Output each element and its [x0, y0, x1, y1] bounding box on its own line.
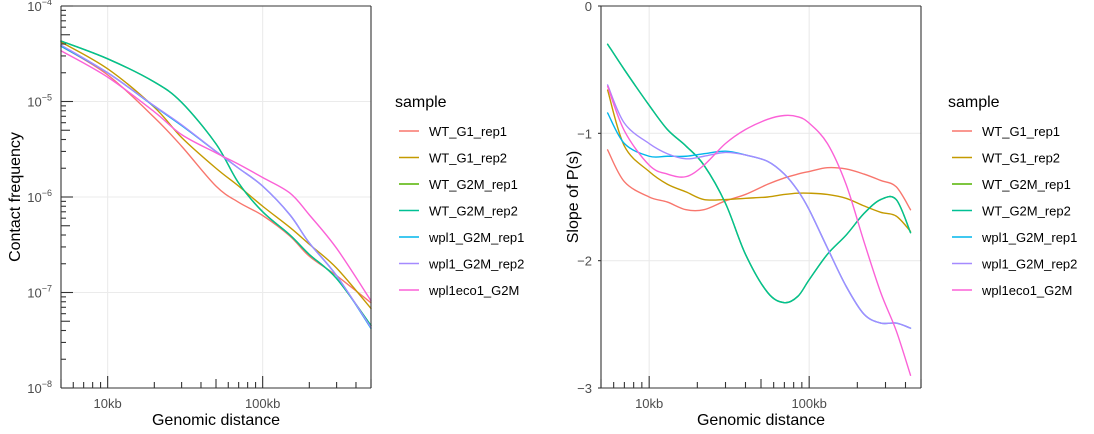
- legend-item: wpl1eco1_G2M: [399, 283, 519, 298]
- right-x-tick-labels: 10kb 100kb: [635, 396, 827, 411]
- legend-label: WT_G2M_rep2: [429, 204, 518, 219]
- y-tick-label: 0: [585, 0, 592, 14]
- series-line-wt-g2m-rep2: [60, 40, 372, 327]
- x-tick-label: 100kb: [791, 396, 826, 411]
- legend-label: wpl1eco1_G2M: [981, 283, 1072, 298]
- right-y-tick-labels: 0 −1 −2 −3: [577, 0, 592, 396]
- legend-item: WT_G1_rep2: [952, 151, 1060, 166]
- y-tick-label: −1: [577, 126, 592, 141]
- legend-item: wpl1eco1_G2M: [952, 283, 1072, 298]
- left-x-tick-labels: 10kb 100kb: [94, 396, 281, 411]
- left-gridlines: [61, 5, 371, 389]
- right-x-axis-title: Genomic distance: [697, 412, 825, 429]
- legend-item: wpl1_G2M_rep2: [952, 257, 1077, 272]
- left-x-axis-title: Genomic distance: [152, 412, 280, 429]
- legend-label: WT_G1_rep2: [429, 151, 507, 166]
- left-y-axis-title: Contact frequency: [7, 132, 24, 262]
- legend-item: WT_G1_rep1: [952, 124, 1060, 139]
- contact-frequency-panel: 10−4 10−5 10−6 10−7 10−8 10kb 100kb Genomic d…: [7, 0, 372, 429]
- legend-item: WT_G2M_rep2: [399, 204, 518, 219]
- left-series: [60, 40, 372, 330]
- legend-item: WT_G2M_rep1: [399, 177, 518, 192]
- series-line-wt-g1-rep1: [606, 149, 912, 212]
- series-line-wt-g2m-rep1: [606, 43, 912, 304]
- legend-label: WT_G2M_rep2: [982, 204, 1071, 219]
- x-tick-label: 10kb: [635, 396, 663, 411]
- y-tick-label: 10−7: [27, 284, 52, 301]
- y-tick-label: 10−5: [27, 93, 52, 110]
- legend-label: WT_G2M_rep1: [982, 177, 1071, 192]
- series-line-wpl1-g2m-rep2: [606, 84, 912, 329]
- legend-label: WT_G1_rep1: [982, 124, 1060, 139]
- legend-label: wpl1eco1_G2M: [428, 283, 519, 298]
- legend-item: WT_G2M_rep1: [952, 177, 1071, 192]
- series-line-wt-g1-rep2: [606, 89, 912, 233]
- slope-panel: 0 −1 −2 −3 10kb 100kb Genomic distance Slope…: [565, 0, 922, 429]
- series-line-wt-g1-rep1: [60, 45, 372, 304]
- legend-title: sample: [948, 94, 1000, 111]
- y-tick-label: 10−4: [27, 0, 52, 14]
- y-tick-label: −2: [577, 254, 592, 269]
- legend-label: WT_G2M_rep1: [429, 177, 518, 192]
- x-tick-label: 10kb: [94, 396, 122, 411]
- left-y-tick-labels: 10−4 10−5 10−6 10−7 10−8: [27, 0, 52, 396]
- series-line-wt-g2m-rep2: [606, 43, 912, 304]
- y-tick-label: 10−8: [27, 379, 52, 396]
- y-tick-label: −3: [577, 381, 592, 396]
- legend-item: wpl1_G2M_rep1: [399, 230, 524, 245]
- series-line-wpl1-g2m-rep1: [606, 112, 912, 329]
- x-tick-label: 100kb: [245, 396, 280, 411]
- legend-title: sample: [395, 94, 447, 111]
- left-legend: sample WT_G1_rep1 WT_G1_rep2 WT_G2M_rep1 WT_…: [395, 94, 524, 298]
- legend-item: WT_G1_rep2: [399, 151, 507, 166]
- legend-label: wpl1_G2M_rep2: [981, 257, 1077, 272]
- series-line-wpl1eco1-g2m: [606, 85, 912, 376]
- legend-label: WT_G1_rep2: [982, 151, 1060, 166]
- legend-item: WT_G1_rep1: [399, 124, 507, 139]
- y-tick-label: 10−6: [27, 188, 52, 205]
- series-line-wpl1-g2m-rep2: [60, 44, 372, 329]
- legend-label: wpl1_G2M_rep1: [981, 230, 1077, 245]
- series-line-wpl1eco1-g2m: [60, 50, 372, 302]
- legend-item: wpl1_G2M_rep2: [399, 257, 524, 272]
- right-series: [606, 43, 912, 376]
- right-y-axis-title: Slope of P(s): [565, 151, 582, 243]
- legend-label: wpl1_G2M_rep2: [428, 257, 524, 272]
- legend-label: WT_G1_rep1: [429, 124, 507, 139]
- left-axes: [60, 5, 372, 389]
- right-axes: [598, 5, 922, 389]
- right-legend: sample WT_G1_rep1 WT_G1_rep2 WT_G2M_rep1 WT_…: [948, 94, 1077, 298]
- legend-label: wpl1_G2M_rep1: [428, 230, 524, 245]
- legend-item: wpl1_G2M_rep1: [952, 230, 1077, 245]
- legend-item: WT_G2M_rep2: [952, 204, 1071, 219]
